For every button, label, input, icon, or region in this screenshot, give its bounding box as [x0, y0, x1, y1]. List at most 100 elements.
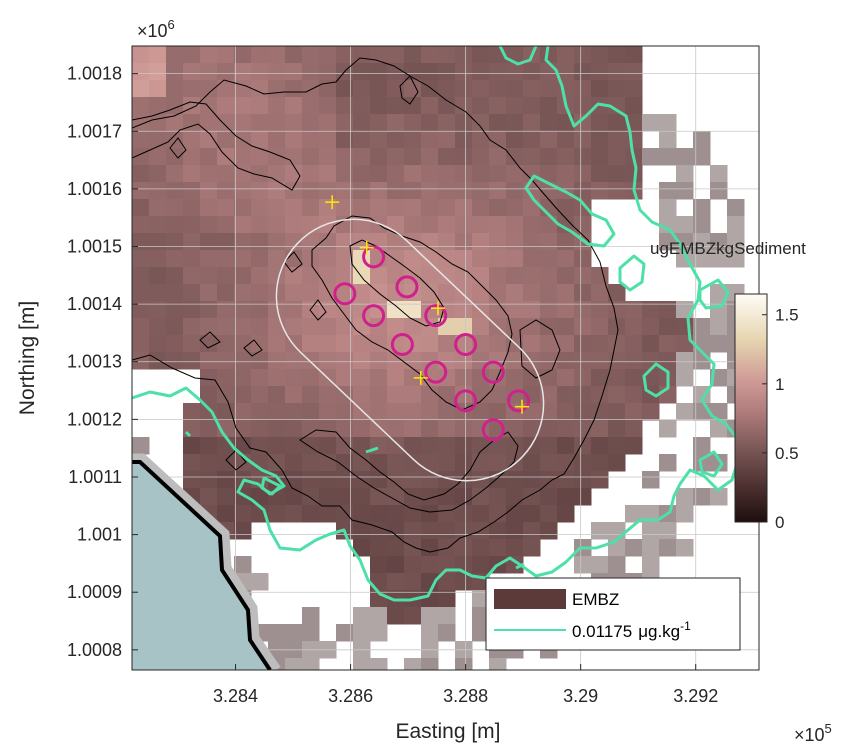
heatmap-cell	[557, 386, 575, 404]
plot-area	[131, 45, 760, 671]
heatmap-cell	[540, 63, 558, 81]
heatmap-cell	[285, 182, 303, 200]
heatmap-cell	[132, 182, 150, 200]
heatmap-cell	[234, 505, 252, 523]
heatmap-cell	[370, 437, 388, 455]
heatmap-cell	[132, 80, 150, 98]
heatmap-cell	[557, 335, 575, 353]
heatmap-cell	[353, 539, 371, 557]
heatmap-cell	[336, 352, 354, 370]
heatmap-cell	[506, 539, 524, 557]
heatmap-cell	[251, 403, 269, 421]
heatmap-cell	[302, 114, 320, 132]
heatmap-cell	[336, 369, 354, 387]
heatmap-cell	[336, 131, 354, 149]
heatmap-cell	[319, 182, 337, 200]
heatmap-cell	[693, 216, 711, 234]
heatmap-cell	[523, 420, 541, 438]
heatmap-cell	[557, 437, 575, 455]
heatmap-cell	[608, 369, 626, 387]
heatmap-cell	[370, 556, 388, 574]
heatmap-cell	[421, 165, 439, 183]
heatmap-cell	[608, 403, 626, 421]
heatmap-cell	[217, 403, 235, 421]
heatmap-cell	[625, 131, 643, 149]
heatmap-cell	[200, 369, 218, 387]
heatmap-cell	[455, 165, 473, 183]
heatmap-cell	[455, 148, 473, 166]
heatmap-cell	[472, 488, 490, 506]
heatmap-cell	[455, 267, 473, 285]
heatmap-cell	[472, 250, 490, 268]
heatmap-cell	[557, 165, 575, 183]
heatmap-cell	[591, 148, 609, 166]
heatmap-cell	[591, 386, 609, 404]
heatmap-cell	[608, 420, 626, 438]
heatmap-cell	[404, 556, 422, 574]
heatmap-cell	[234, 284, 252, 302]
heatmap-cell	[285, 437, 303, 455]
heatmap-cell	[387, 46, 405, 64]
heatmap-cell	[302, 63, 320, 81]
heatmap-cell	[591, 165, 609, 183]
heatmap-cell	[523, 233, 541, 251]
heatmap-cell	[608, 148, 626, 166]
heatmap-cell	[591, 437, 609, 455]
heatmap-cell	[438, 420, 456, 438]
heatmap-cell	[489, 148, 507, 166]
heatmap-cell	[472, 454, 490, 472]
threshold-contour-right-1	[524, 174, 616, 248]
heatmap-cell	[421, 386, 439, 404]
heatmap-cell	[455, 301, 473, 319]
heatmap-cell	[438, 335, 456, 353]
heatmap-cell	[591, 46, 609, 64]
heatmap-cell	[404, 437, 422, 455]
heatmap-cell	[540, 318, 558, 336]
heatmap-cell	[336, 301, 354, 319]
heatmap-cell	[574, 488, 592, 506]
heatmap-cell	[710, 488, 728, 506]
heatmap-cell	[166, 267, 184, 285]
heatmap-cell	[268, 165, 286, 183]
heatmap-cell	[438, 63, 456, 81]
heatmap-cell	[183, 131, 201, 149]
heatmap-cell	[234, 46, 252, 64]
heatmap-cell	[455, 80, 473, 98]
heatmap-cell	[370, 148, 388, 166]
heatmap-cell	[557, 369, 575, 387]
heatmap-cell	[387, 284, 405, 302]
heatmap-cell	[234, 97, 252, 115]
heatmap-cell	[251, 318, 269, 336]
cage-marker	[481, 418, 505, 442]
heatmap-cell	[285, 148, 303, 166]
cage-marker	[362, 245, 386, 269]
heatmap-cell	[353, 522, 371, 540]
heatmap-cell	[455, 539, 473, 557]
x-exponent-power: 5	[825, 721, 832, 736]
heatmap-cell	[455, 420, 473, 438]
heatmap-cell	[574, 46, 592, 64]
heatmap-cell	[489, 386, 507, 404]
heatmap-cell	[404, 46, 422, 64]
heatmap-cell	[523, 114, 541, 132]
heatmap-cell	[149, 352, 167, 370]
heatmap-cell	[370, 80, 388, 98]
heatmap-cell	[574, 301, 592, 319]
cage-marker	[454, 332, 478, 356]
heatmap-cell	[523, 539, 541, 557]
cage-marker	[424, 304, 448, 328]
heatmap-cell	[472, 114, 490, 132]
heatmap-cell	[421, 335, 439, 353]
heatmap-cell	[472, 318, 490, 336]
cage-markers	[333, 245, 531, 442]
heatmap-cell	[642, 471, 660, 489]
heatmap-cell	[404, 97, 422, 115]
heatmap-cell	[387, 573, 405, 591]
heatmap-cell	[404, 182, 422, 200]
heatmap-cell	[353, 148, 371, 166]
heatmap-cell	[336, 454, 354, 472]
heatmap-cell	[523, 216, 541, 234]
heatmap-cell	[557, 471, 575, 489]
heatmap-cell	[319, 505, 337, 523]
heatmap-cell	[251, 335, 269, 353]
